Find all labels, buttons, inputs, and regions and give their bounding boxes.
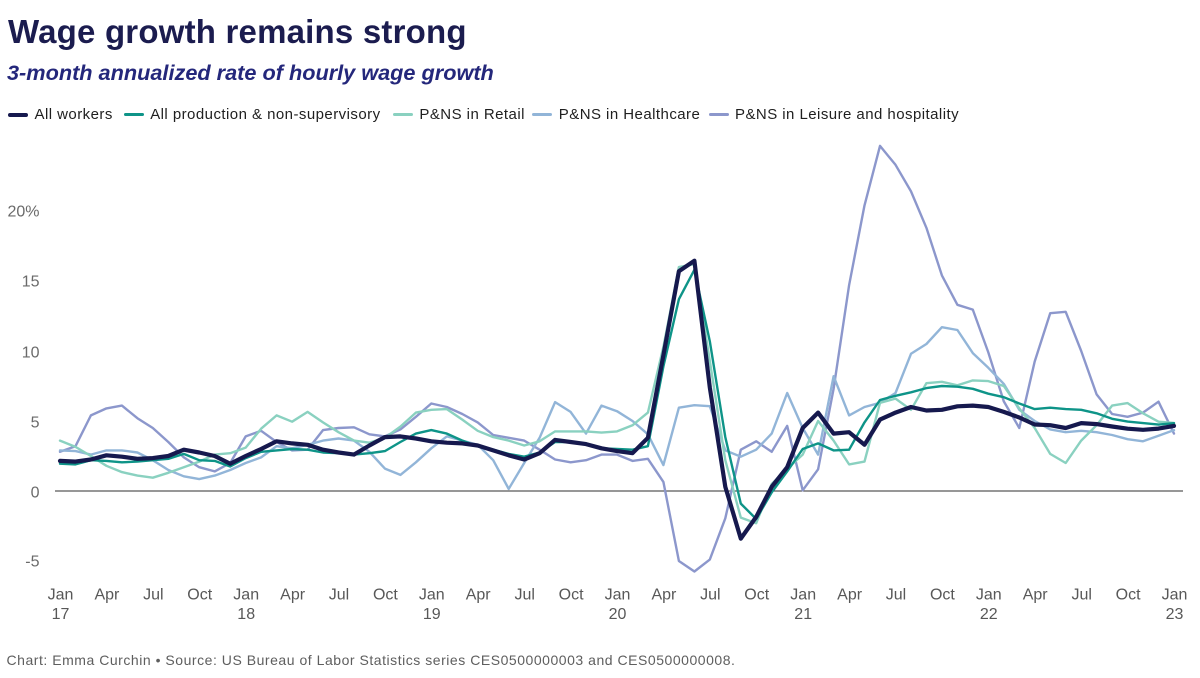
- svg-text:Jan: Jan: [790, 587, 816, 604]
- svg-text:Oct: Oct: [930, 587, 955, 604]
- svg-text:20: 20: [609, 606, 627, 623]
- svg-text:Jan: Jan: [233, 587, 259, 604]
- svg-text:Apr: Apr: [94, 587, 120, 604]
- svg-text:Oct: Oct: [1116, 587, 1141, 604]
- svg-text:17: 17: [52, 606, 70, 623]
- svg-text:Oct: Oct: [744, 587, 769, 604]
- svg-text:10: 10: [22, 345, 40, 362]
- svg-text:Jul: Jul: [886, 587, 906, 604]
- svg-text:21: 21: [794, 606, 812, 623]
- svg-text:Apr: Apr: [280, 587, 306, 604]
- svg-text:Jan: Jan: [48, 587, 74, 604]
- svg-text:Jan: Jan: [605, 587, 631, 604]
- svg-text:Jul: Jul: [514, 587, 534, 604]
- svg-text:18: 18: [237, 606, 255, 623]
- svg-text:22: 22: [980, 606, 998, 623]
- svg-text:Apr: Apr: [651, 587, 677, 604]
- svg-text:-5: -5: [25, 554, 39, 571]
- svg-text:Jul: Jul: [700, 587, 720, 604]
- svg-text:5: 5: [31, 415, 40, 432]
- svg-text:20%: 20%: [7, 204, 39, 221]
- svg-text:0: 0: [31, 485, 40, 502]
- svg-text:Apr: Apr: [1023, 587, 1049, 604]
- svg-text:19: 19: [423, 606, 441, 623]
- svg-text:Oct: Oct: [373, 587, 398, 604]
- svg-text:Jul: Jul: [329, 587, 349, 604]
- svg-text:Jan: Jan: [976, 587, 1002, 604]
- svg-text:Apr: Apr: [466, 587, 492, 604]
- svg-text:Jan: Jan: [419, 587, 445, 604]
- svg-text:Oct: Oct: [187, 587, 212, 604]
- svg-text:Jan: Jan: [1162, 587, 1188, 604]
- svg-text:Oct: Oct: [559, 587, 584, 604]
- svg-text:23: 23: [1166, 606, 1184, 623]
- svg-text:Apr: Apr: [837, 587, 863, 604]
- svg-text:Jul: Jul: [143, 587, 163, 604]
- svg-text:15: 15: [22, 274, 40, 291]
- svg-text:Jul: Jul: [1071, 587, 1091, 604]
